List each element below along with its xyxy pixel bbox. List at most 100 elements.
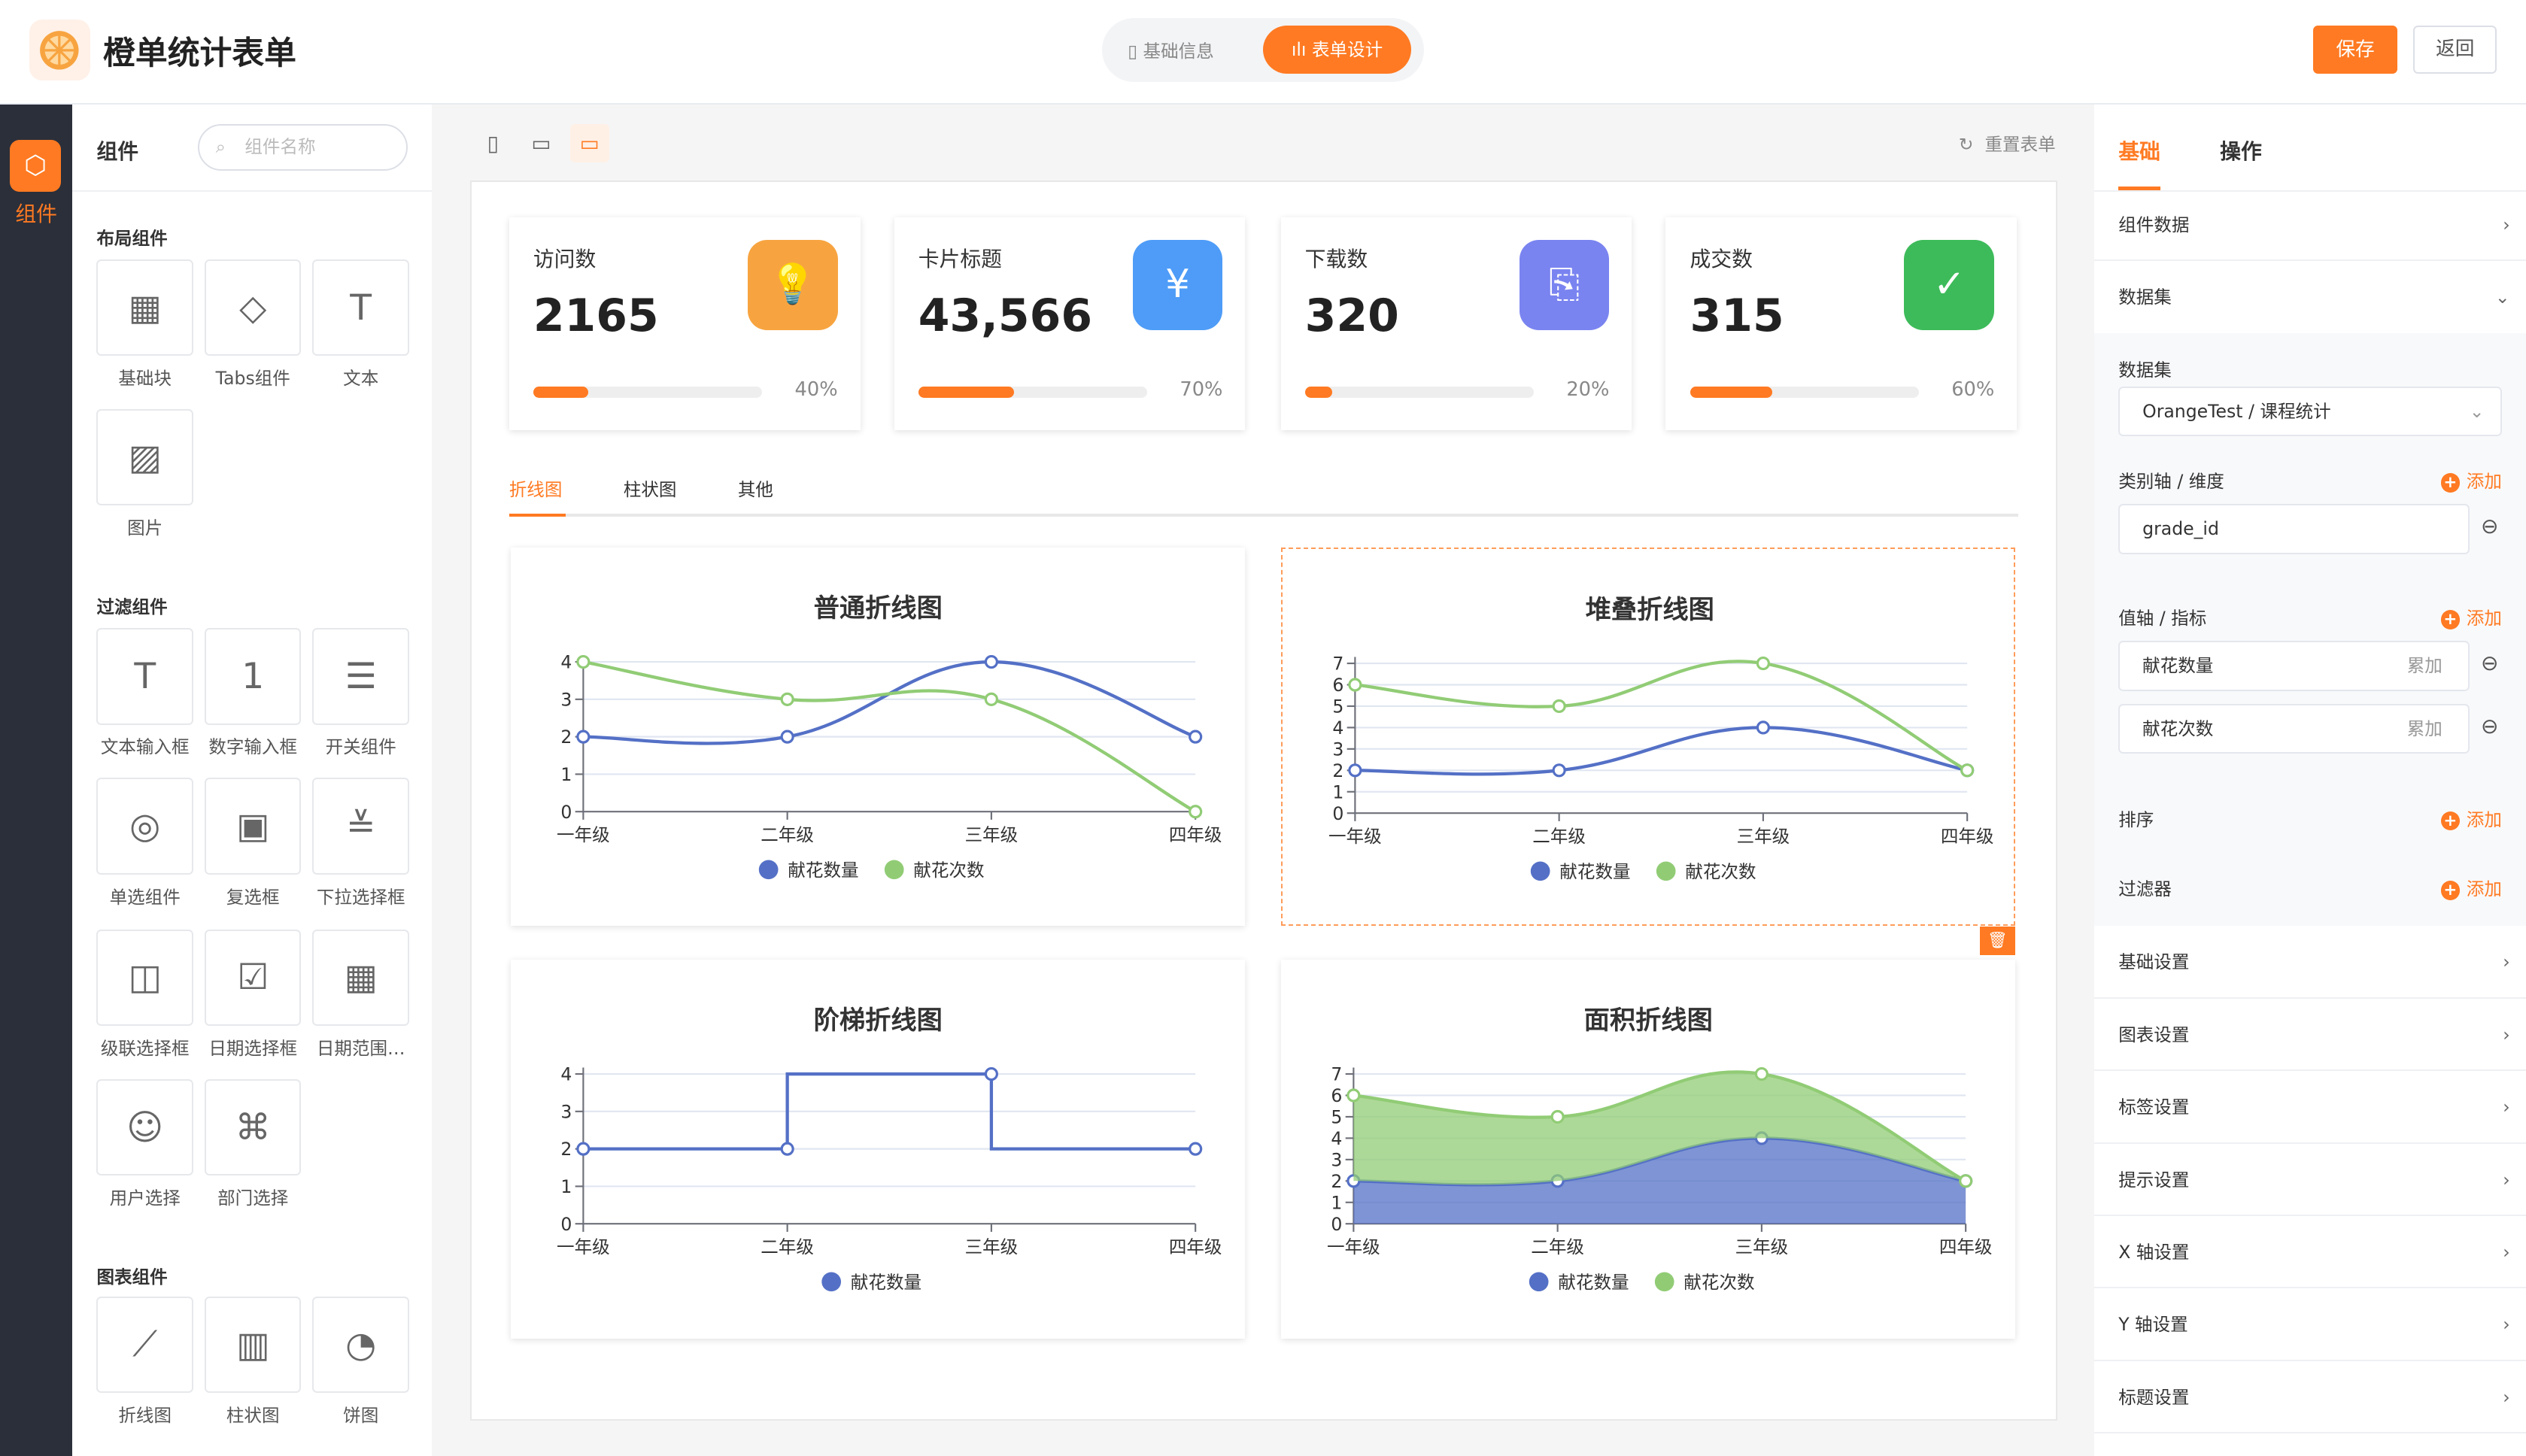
data-point[interactable]	[1346, 1088, 1361, 1103]
tab-basic[interactable]: 基础	[2118, 138, 2160, 164]
palette-item[interactable]: T 文本输入框	[96, 628, 193, 758]
metric-aggregation[interactable]: 累加	[2406, 655, 2443, 677]
data-point[interactable]	[984, 692, 998, 707]
data-point[interactable]	[1960, 763, 1974, 778]
data-point[interactable]	[576, 1142, 591, 1157]
legend-label[interactable]: 献花次数	[1685, 861, 1756, 882]
chart-card[interactable]: 普通折线图 0 1 2 3 4 一年级 二年级 三年级 四年级 献花数量 献花次数	[510, 548, 1246, 927]
palette-item[interactable]: ◎ 单选组件	[96, 778, 193, 908]
data-point[interactable]	[1550, 1110, 1565, 1124]
legend-marker[interactable]	[758, 860, 779, 880]
legend-marker[interactable]	[821, 1272, 841, 1292]
legend-marker[interactable]	[1529, 1272, 1549, 1292]
settings-section-row[interactable]: X 轴设置 ›	[2094, 1216, 2526, 1289]
legend-label[interactable]: 献花数量	[1559, 861, 1630, 882]
palette-item[interactable]: ☑ 日期选择框	[204, 929, 302, 1060]
palette-item[interactable]: 1 数字输入框	[204, 628, 302, 758]
palette-item[interactable]: ◇ Tabs组件	[204, 259, 302, 390]
data-point[interactable]	[1188, 805, 1203, 819]
legend-marker[interactable]	[1656, 861, 1676, 881]
legend-label[interactable]: 献花次数	[913, 860, 984, 881]
back-button[interactable]: 返回	[2413, 26, 2497, 74]
palette-item[interactable]: ☰ 开关组件	[312, 628, 409, 758]
legend-label[interactable]: 献花数量	[851, 1272, 921, 1293]
data-point[interactable]	[576, 730, 591, 744]
palette-item[interactable]: ⌘ 部门选择	[204, 1078, 302, 1209]
dataset-section-row[interactable]: 数据集 ⌄	[2094, 261, 2526, 333]
legend-label[interactable]: 献花数量	[1558, 1272, 1629, 1293]
tablet-view-icon[interactable]: ▭	[531, 130, 551, 156]
metric-field[interactable]: 献花次数 累加	[2118, 703, 2470, 754]
component-data-row[interactable]: 组件数据 ›	[2094, 189, 2526, 261]
legend-label[interactable]: 献花次数	[1683, 1272, 1754, 1293]
palette-item[interactable]: ☺ 用户选择	[96, 1078, 193, 1209]
delete-icon[interactable]: 🗑	[1980, 926, 2016, 956]
remove-metric-icon[interactable]: ⊖	[2481, 651, 2499, 676]
progress-percent: 70%	[1180, 378, 1223, 402]
add-sort-button[interactable]: + 添加	[2440, 805, 2502, 831]
palette-item[interactable]: ▣ 复选框	[204, 778, 302, 908]
settings-section-row[interactable]: 提示设置 ›	[2094, 1144, 2526, 1216]
tab-bar[interactable]: 柱状图	[623, 478, 677, 500]
remove-dimension-icon[interactable]: ⊖	[2481, 514, 2499, 539]
chart-card[interactable]: 🗑 堆叠折线图 0 1 2 3 4 5 6 7 一年级 二年级 三年级 四年级 献花数量 献花次数	[1280, 548, 2016, 956]
metric-aggregation[interactable]: 累加	[2406, 717, 2443, 739]
data-point[interactable]	[1958, 1174, 1972, 1188]
data-point[interactable]	[780, 730, 794, 744]
data-point[interactable]	[1552, 699, 1566, 714]
metric-field[interactable]: 献花数量 累加	[2118, 641, 2470, 691]
chart-card[interactable]: 面积折线图 0 1 2 3 4 5 6 7 一年级 二年级 三年级 四年级 献花数量 献花次数	[1280, 960, 2016, 1339]
component-hex-icon[interactable]: ⬡	[9, 140, 62, 192]
legend-marker[interactable]	[884, 860, 904, 880]
data-point[interactable]	[1756, 657, 1770, 671]
settings-section-row[interactable]: 基础设置 ›	[2094, 926, 2526, 999]
data-point[interactable]	[1756, 720, 1770, 735]
palette-item[interactable]: T 文本	[312, 259, 409, 390]
tab-basic-info[interactable]: ▯ 基础信息	[1128, 41, 1214, 62]
data-point[interactable]	[780, 692, 794, 707]
palette-item[interactable]: ◔ 饼图	[312, 1296, 409, 1427]
chart-card[interactable]: 阶梯折线图 0 1 2 3 4 一年级 二年级 三年级 四年级 献花数量	[510, 960, 1246, 1339]
data-point[interactable]	[984, 655, 998, 669]
palette-item[interactable]: ◫ 级联选择框	[96, 929, 193, 1060]
add-filter-button[interactable]: + 添加	[2440, 875, 2502, 900]
data-point[interactable]	[1188, 1142, 1203, 1157]
add-dimension-button[interactable]: + 添加	[2440, 467, 2502, 493]
data-point[interactable]	[1552, 763, 1566, 778]
reset-form-button[interactable]: ↻ 重置表单	[1958, 134, 2056, 156]
data-point[interactable]	[1347, 763, 1362, 778]
settings-section-row[interactable]: Y 轴设置 ›	[2094, 1288, 2526, 1361]
tab-line[interactable]: 折线图	[509, 475, 566, 517]
mobile-view-icon[interactable]: ▯	[487, 130, 499, 156]
component-search-input[interactable]: ⌕ 组件名称	[198, 123, 408, 171]
settings-section-row[interactable]: 标签设置 ›	[2094, 1071, 2526, 1144]
tab-form-design[interactable]: ılı 表单设计	[1263, 26, 1412, 74]
rail-label[interactable]: 组件	[15, 202, 58, 227]
data-point[interactable]	[1347, 678, 1362, 692]
desktop-view-icon[interactable]: ▭	[570, 123, 609, 163]
palette-item[interactable]: ▦ 日期范围…	[312, 929, 409, 1060]
data-point[interactable]	[576, 655, 591, 669]
settings-section-row[interactable]: 标题设置 ›	[2094, 1361, 2526, 1433]
palette-item[interactable]: ▨ 图片	[96, 408, 193, 539]
legend-label[interactable]: 献花数量	[788, 860, 858, 881]
data-point[interactable]	[984, 1067, 998, 1081]
legend-marker[interactable]	[1530, 861, 1550, 881]
palette-item[interactable]: ≚ 下拉选择框	[312, 778, 409, 908]
dataset-select[interactable]: OrangeTest / 课程统计 ⌄	[2118, 386, 2502, 437]
data-point[interactable]	[1188, 730, 1203, 744]
palette-item[interactable]: ▦ 基础块	[96, 259, 193, 390]
palette-section-title: 过滤组件	[96, 596, 168, 618]
tab-action[interactable]: 操作	[2220, 138, 2262, 164]
save-button[interactable]: 保存	[2313, 26, 2397, 74]
palette-item[interactable]: ⟋ 折线图	[96, 1296, 193, 1427]
tab-other[interactable]: 其他	[737, 478, 773, 500]
add-metric-button[interactable]: + 添加	[2440, 604, 2502, 629]
dimension-field[interactable]: grade_id	[2118, 504, 2470, 554]
palette-item[interactable]: ▥ 柱状图	[204, 1296, 302, 1427]
legend-marker[interactable]	[1654, 1272, 1674, 1292]
settings-section-row[interactable]: 图表设置 ›	[2094, 999, 2526, 1072]
data-point[interactable]	[780, 1142, 794, 1157]
remove-metric-icon[interactable]: ⊖	[2481, 713, 2499, 739]
data-point[interactable]	[1754, 1067, 1769, 1081]
